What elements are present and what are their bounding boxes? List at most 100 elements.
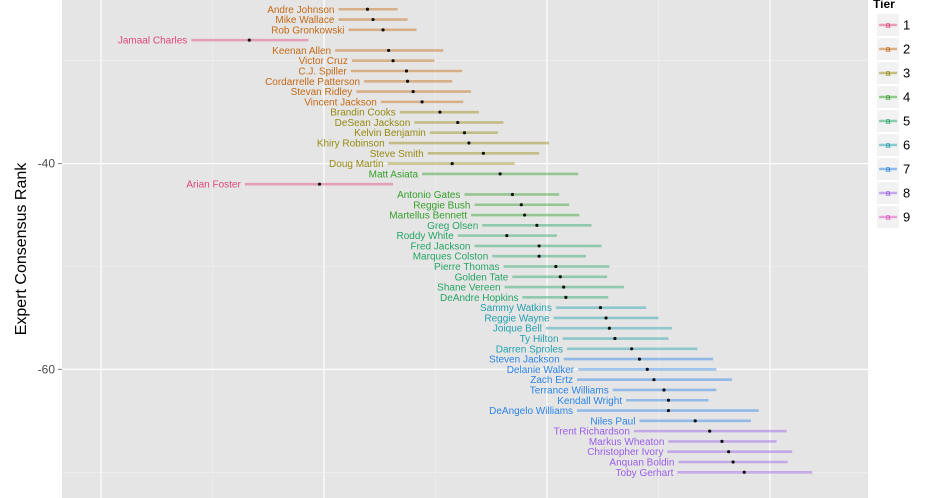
y-axis-title: Expert Consensus Rank: [13, 162, 30, 336]
legend-key-glyph: a: [885, 44, 890, 54]
player-label: Mike Wallace: [275, 15, 335, 26]
player-label: Reggie Bush: [413, 200, 470, 211]
data-point: [598, 306, 603, 310]
data-point: [662, 388, 666, 392]
data-point: [519, 203, 523, 207]
data-point: [510, 192, 514, 197]
data-point: [604, 316, 608, 320]
data-point: [613, 336, 617, 341]
player-row: Reggie Bush: [413, 200, 570, 211]
data-point: [537, 244, 541, 248]
legend-key-glyph: a: [885, 212, 890, 222]
y-axis: -40 -60: [38, 157, 62, 376]
data-point: [317, 182, 322, 186]
player-label: Victor Cruz: [299, 56, 348, 67]
plot-panel: [62, 0, 868, 498]
player-row: Reggie Wayne: [484, 313, 659, 324]
player-row: Kendall Wright: [557, 396, 709, 407]
legend-label: 5: [903, 114, 910, 129]
player-row: Matt Asiata: [369, 169, 579, 180]
player-row: Vincent Jackson: [304, 97, 464, 108]
legend-key-glyph: a: [885, 116, 890, 126]
data-point: [666, 398, 671, 402]
player-row: Greg Olsen: [427, 221, 592, 232]
player-label: Cordarrelle Patterson: [265, 77, 360, 88]
player-label: Darren Sproles: [496, 344, 563, 355]
player-row: DeSean Jackson: [335, 118, 504, 129]
player-label: Trent Richardson: [554, 427, 630, 438]
data-point: [387, 48, 391, 53]
player-row: Doug Martin: [329, 159, 515, 170]
player-row: Darren Sproles: [496, 344, 698, 355]
player-label: Delanie Walker: [507, 365, 575, 376]
player-row: Andre Johnson: [267, 5, 398, 16]
player-row: Trent Richardson: [554, 427, 787, 438]
player-row: Anquan Boldin: [609, 457, 788, 468]
data-point: [554, 264, 558, 269]
legend-label: 8: [903, 186, 910, 201]
player-row: Marques Colston: [413, 252, 586, 263]
player-row: DeAndre Hopkins: [440, 293, 609, 304]
player-label: Marques Colston: [413, 252, 489, 263]
player-label: Rob Gronkowski: [271, 25, 344, 36]
player-label: Terrance Williams: [530, 385, 609, 396]
player-label: Matt Asiata: [369, 169, 419, 180]
player-row: C.J. Spiller: [298, 66, 463, 77]
data-point: [450, 161, 454, 166]
player-row: Keenan Allen: [272, 46, 444, 57]
legend-key-glyph: a: [885, 20, 890, 30]
player-row: Brandin Cooks: [330, 108, 479, 119]
data-point: [411, 89, 415, 94]
legend-key-glyph: a: [885, 188, 890, 198]
data-point: [498, 172, 502, 176]
player-row: Rob Gronkowski: [271, 25, 417, 36]
legend-title: Tier: [873, 0, 895, 11]
player-row: Christopher Ivory: [587, 447, 793, 458]
player-label: Niles Paul: [590, 416, 635, 427]
data-point: [727, 450, 731, 454]
player-label: Ty Hilton: [520, 334, 559, 345]
player-row: Ty Hilton: [520, 334, 669, 345]
player-label: Kendall Wright: [557, 396, 622, 407]
data-point: [708, 429, 712, 433]
player-label: Christopher Ivory: [587, 447, 663, 458]
data-point: [742, 470, 746, 474]
player-row: Steven Jackson: [489, 355, 714, 366]
player-label: Sammy Watkins: [480, 303, 552, 314]
player-label: Andre Johnson: [267, 5, 334, 16]
player-row: Steve Smith: [370, 149, 540, 160]
player-label: Stevan Ridley: [291, 87, 353, 98]
data-point: [537, 254, 541, 258]
legend-key-glyph: a: [885, 140, 890, 150]
data-point: [523, 213, 527, 217]
player-row: Niles Paul: [590, 416, 751, 427]
player-row: Victor Cruz: [299, 56, 435, 67]
legend-label: 6: [903, 138, 910, 153]
data-point: [630, 347, 634, 351]
player-label: Brandin Cooks: [330, 108, 396, 119]
data-point: [462, 131, 467, 135]
player-label: Reggie Wayne: [484, 313, 550, 324]
player-row: Cordarrelle Patterson: [265, 77, 453, 88]
player-row: Fred Jackson: [410, 241, 602, 252]
data-point: [405, 79, 410, 83]
data-point: [607, 326, 611, 330]
data-point: [391, 59, 395, 63]
legend-label: 7: [903, 162, 910, 177]
legend-key-glyph: a: [885, 68, 890, 78]
data-point: [456, 120, 460, 125]
player-label: DeAngelo Williams: [489, 406, 573, 417]
player-label: Markus Wheaton: [589, 437, 665, 448]
legend-label: 2: [903, 42, 910, 57]
player-row: Markus Wheaton: [589, 437, 777, 448]
player-label: Vincent Jackson: [304, 97, 377, 108]
player-row: Khiry Robinson: [317, 139, 550, 150]
player-label: Pierre Thomas: [434, 262, 499, 273]
player-label: DeAndre Hopkins: [440, 293, 518, 304]
player-label: Khiry Robinson: [317, 139, 385, 150]
player-row: Stevan Ridley: [291, 87, 472, 98]
